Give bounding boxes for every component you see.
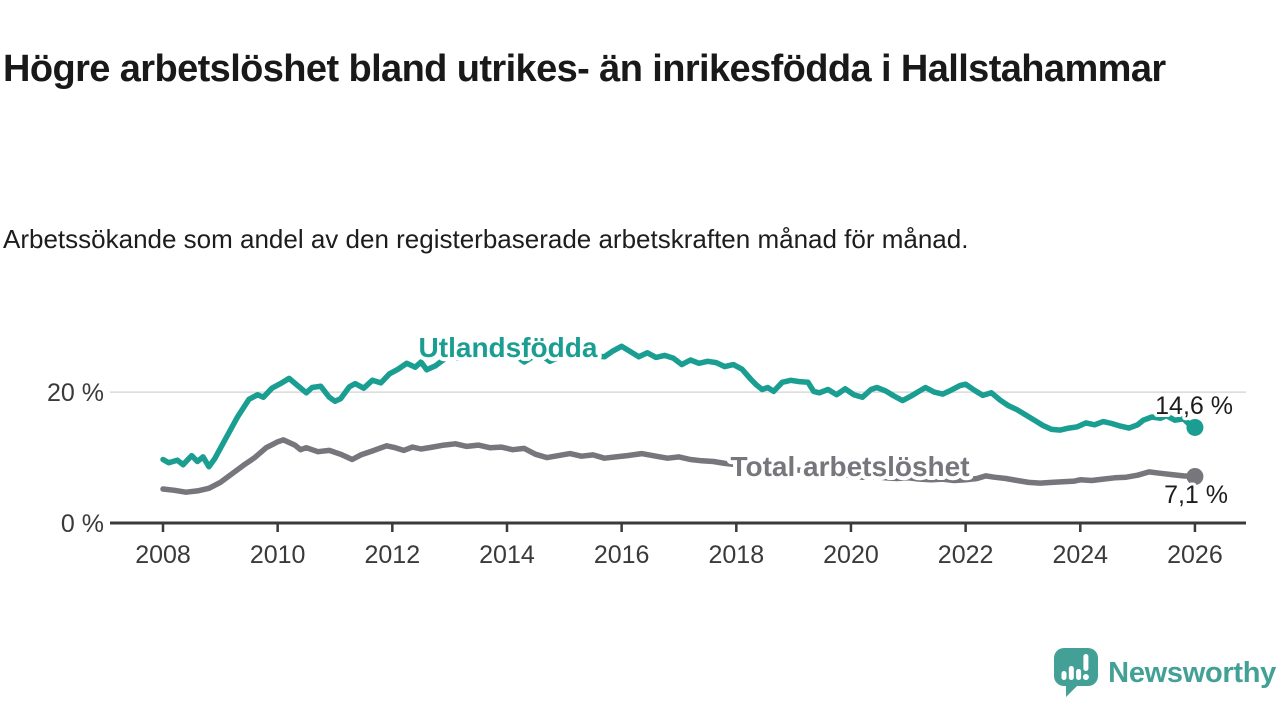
x-tick-label-2024: 2024 xyxy=(1052,541,1108,569)
x-tick-label-2016: 2016 xyxy=(594,541,650,569)
y-tick-label-0: 0 % xyxy=(61,510,104,538)
x-tick-label-2014: 2014 xyxy=(479,541,535,569)
end-dot-utlandsf-dda xyxy=(1186,418,1204,436)
chart-annotations: Utlandsfödda Total arbetslöshet 14,6 % 7… xyxy=(415,328,1236,512)
x-tick-label-2008: 2008 xyxy=(135,541,191,569)
end-value-label-utlandsfodda: 14,6 % xyxy=(1155,392,1233,420)
plot-area: 0 % 20 % 2008 2010 2012 2014 2016 2018 2020 2022 2… xyxy=(47,343,1246,569)
x-tick-label-2010: 2010 xyxy=(250,541,306,569)
x-tick-label-2018: 2018 xyxy=(708,541,764,569)
series-label-utlandsfodda: Utlandsfödda xyxy=(419,332,598,363)
series-line-total-arbetsl-shet xyxy=(160,437,1198,495)
end-dot-total-arbetsl-shet xyxy=(1186,468,1204,486)
chart-subtitle: Arbetssökande som andel av den registerb… xyxy=(3,224,969,254)
page-title: Högre arbetslöshet bland utrikes- än inr… xyxy=(3,48,1166,91)
x-tick-label-2022: 2022 xyxy=(938,541,994,569)
newsworthy-brand: Newsworthy xyxy=(1054,648,1276,698)
end-value-label-total: 7,1 % xyxy=(1164,481,1228,509)
x-tick-label-2026: 2026 xyxy=(1167,541,1223,569)
series-label-total-arbetsloshet: Total arbetslöshet xyxy=(730,451,969,482)
newsworthy-logo-icon xyxy=(1054,648,1099,697)
x-tick-label-2012: 2012 xyxy=(365,541,421,569)
y-tick-label-20: 20 % xyxy=(47,379,104,407)
newsworthy-brand-name: Newsworthy xyxy=(1108,656,1276,689)
x-tick-label-2020: 2020 xyxy=(823,541,879,569)
series-line-utlandsf-dda xyxy=(160,343,1198,470)
